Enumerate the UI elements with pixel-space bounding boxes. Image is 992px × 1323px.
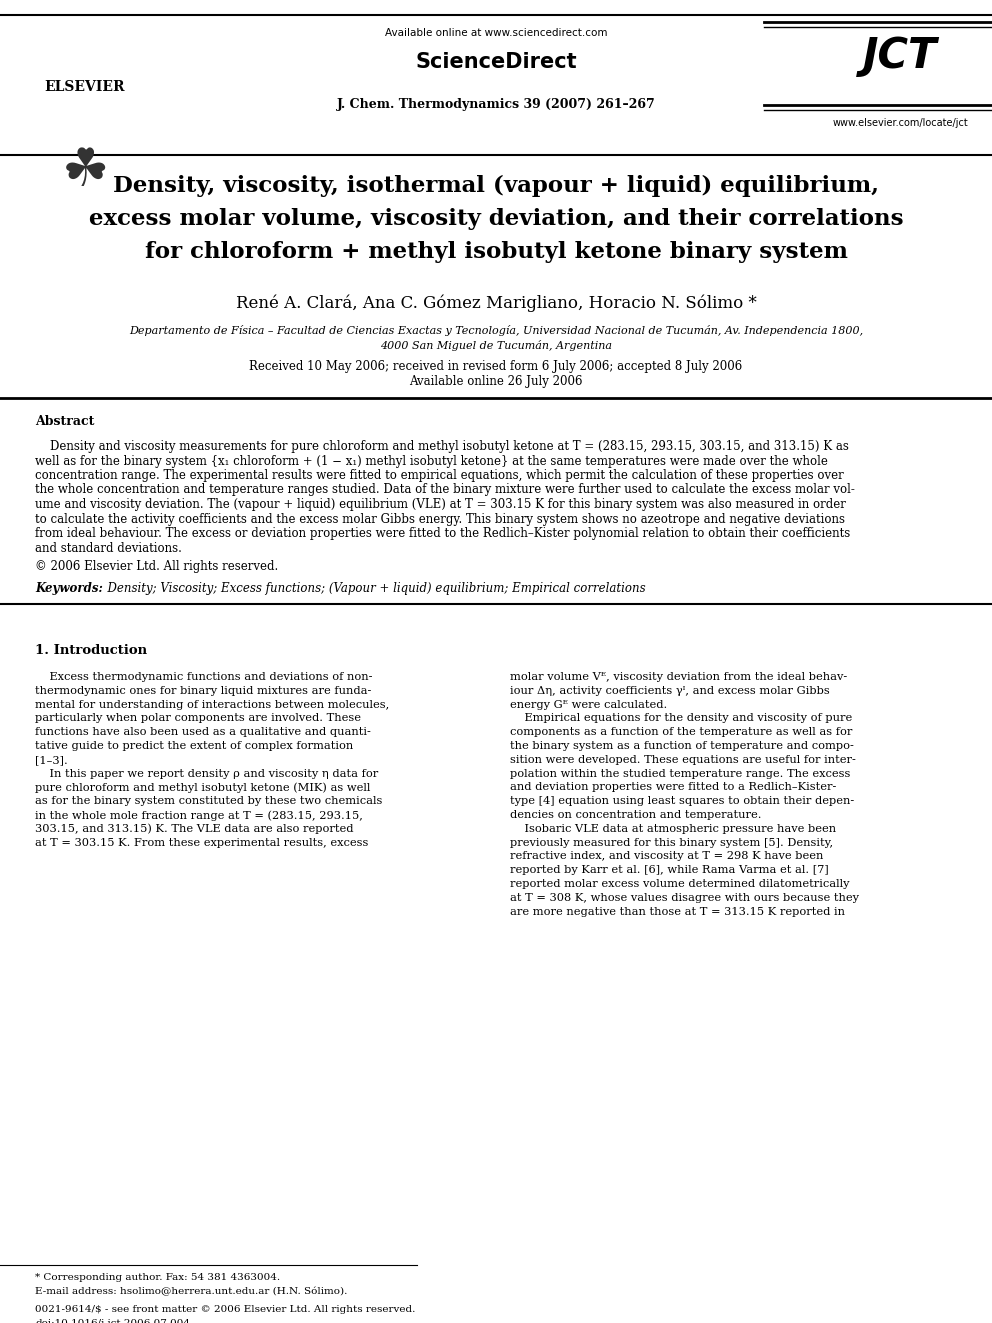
Text: in the whole mole fraction range at T = (283.15, 293.15,: in the whole mole fraction range at T = … — [35, 810, 363, 820]
Text: Isobaric VLE data at atmospheric pressure have been: Isobaric VLE data at atmospheric pressur… — [510, 824, 836, 833]
Text: and deviation properties were fitted to a Redlich–Kister-: and deviation properties were fitted to … — [510, 782, 836, 792]
Text: ELSEVIER: ELSEVIER — [45, 79, 125, 94]
Text: type [4] equation using least squares to obtain their depen-: type [4] equation using least squares to… — [510, 796, 854, 806]
Text: www.elsevier.com/locate/jct: www.elsevier.com/locate/jct — [832, 118, 968, 128]
Text: well as for the binary system {x₁ chloroform + (1 − x₁) methyl isobutyl ketone} : well as for the binary system {x₁ chloro… — [35, 455, 828, 467]
Text: © 2006 Elsevier Ltd. All rights reserved.: © 2006 Elsevier Ltd. All rights reserved… — [35, 560, 278, 573]
Text: for chloroform + methyl isobutyl ketone binary system: for chloroform + methyl isobutyl ketone … — [145, 241, 847, 263]
Text: dencies on concentration and temperature.: dencies on concentration and temperature… — [510, 810, 762, 820]
Text: Density and viscosity measurements for pure chloroform and methyl isobutyl keton: Density and viscosity measurements for p… — [35, 441, 849, 452]
Text: ☘: ☘ — [62, 146, 109, 197]
Text: from ideal behaviour. The excess or deviation properties were fitted to the Redl: from ideal behaviour. The excess or devi… — [35, 527, 850, 540]
Text: molar volume Vᴱ, viscosity deviation from the ideal behav-: molar volume Vᴱ, viscosity deviation fro… — [510, 672, 847, 681]
Text: polation within the studied temperature range. The excess: polation within the studied temperature … — [510, 769, 850, 779]
Text: and standard deviations.: and standard deviations. — [35, 541, 182, 554]
Text: to calculate the activity coefficients and the excess molar Gibbs energy. This b: to calculate the activity coefficients a… — [35, 512, 845, 525]
Text: as for the binary system constituted by these two chemicals: as for the binary system constituted by … — [35, 796, 382, 806]
Text: 0021-9614/$ - see front matter © 2006 Elsevier Ltd. All rights reserved.: 0021-9614/$ - see front matter © 2006 El… — [35, 1304, 416, 1314]
Text: [1–3].: [1–3]. — [35, 755, 67, 765]
Text: iour Δη, activity coefficients γᴵ, and excess molar Gibbs: iour Δη, activity coefficients γᴵ, and e… — [510, 685, 829, 696]
Text: Available online at www.sciencedirect.com: Available online at www.sciencedirect.co… — [385, 28, 607, 38]
Text: Departamento de Física – Facultad de Ciencias Exactas y Tecnología, Universidad : Departamento de Física – Facultad de Cie… — [129, 325, 863, 336]
Text: previously measured for this binary system [5]. Density,: previously measured for this binary syst… — [510, 837, 833, 848]
Text: concentration range. The experimental results were fitted to empirical equations: concentration range. The experimental re… — [35, 468, 844, 482]
Text: are more negative than those at T = 313.15 K reported in: are more negative than those at T = 313.… — [510, 906, 845, 917]
Text: refractive index, and viscosity at T = 298 K have been: refractive index, and viscosity at T = 2… — [510, 852, 823, 861]
Text: JCT: JCT — [863, 34, 937, 77]
Text: at T = 303.15 K. From these experimental results, excess: at T = 303.15 K. From these experimental… — [35, 837, 368, 848]
Text: ume and viscosity deviation. The (vapour + liquid) equilibrium (VLE) at T = 303.: ume and viscosity deviation. The (vapour… — [35, 497, 846, 511]
Text: Excess thermodynamic functions and deviations of non-: Excess thermodynamic functions and devia… — [35, 672, 373, 681]
Text: the whole concentration and temperature ranges studied. Data of the binary mixtu: the whole concentration and temperature … — [35, 483, 855, 496]
Text: components as a function of the temperature as well as for: components as a function of the temperat… — [510, 728, 852, 737]
Text: at T = 308 K, whose values disagree with ours because they: at T = 308 K, whose values disagree with… — [510, 893, 859, 902]
Text: Empirical equations for the density and viscosity of pure: Empirical equations for the density and … — [510, 713, 852, 724]
Text: the binary system as a function of temperature and compo-: the binary system as a function of tempe… — [510, 741, 854, 751]
Text: Received 10 May 2006; received in revised form 6 July 2006; accepted 8 July 2006: Received 10 May 2006; received in revise… — [249, 360, 743, 373]
Text: In this paper we report density ρ and viscosity η data for: In this paper we report density ρ and vi… — [35, 769, 378, 779]
Text: 4000 San Miguel de Tucumán, Argentina: 4000 San Miguel de Tucumán, Argentina — [380, 340, 612, 351]
Text: energy Gᴱ were calculated.: energy Gᴱ were calculated. — [510, 700, 668, 709]
Text: mental for understanding of interactions between molecules,: mental for understanding of interactions… — [35, 700, 389, 709]
Text: 303.15, and 313.15) K. The VLE data are also reported: 303.15, and 313.15) K. The VLE data are … — [35, 824, 353, 835]
Text: thermodynamic ones for binary liquid mixtures are funda-: thermodynamic ones for binary liquid mix… — [35, 685, 371, 696]
Text: tative guide to predict the extent of complex formation: tative guide to predict the extent of co… — [35, 741, 353, 751]
Text: sition were developed. These equations are useful for inter-: sition were developed. These equations a… — [510, 755, 856, 765]
Text: doi:10.1016/j.jct.2006.07.004: doi:10.1016/j.jct.2006.07.004 — [35, 1319, 190, 1323]
Text: functions have also been used as a qualitative and quanti-: functions have also been used as a quali… — [35, 728, 371, 737]
Text: ScienceDirect: ScienceDirect — [416, 52, 576, 71]
Text: reported by Karr et al. [6], while Rama Varma et al. [7]: reported by Karr et al. [6], while Rama … — [510, 865, 828, 876]
Text: pure chloroform and methyl isobutyl ketone (MIK) as well: pure chloroform and methyl isobutyl keto… — [35, 782, 370, 792]
Text: * Corresponding author. Fax: 54 381 4363004.: * Corresponding author. Fax: 54 381 4363… — [35, 1273, 280, 1282]
Text: René A. Clará, Ana C. Gómez Marigliano, Horacio N. Sólimo *: René A. Clará, Ana C. Gómez Marigliano, … — [236, 295, 756, 312]
Text: excess molar volume, viscosity deviation, and their correlations: excess molar volume, viscosity deviation… — [88, 208, 904, 230]
Text: Density; Viscosity; Excess functions; (Vapour + liquid) equilibrium; Empirical c: Density; Viscosity; Excess functions; (V… — [100, 582, 646, 595]
Text: Density, viscosity, isothermal (vapour + liquid) equilibrium,: Density, viscosity, isothermal (vapour +… — [113, 175, 879, 197]
Text: J. Chem. Thermodynamics 39 (2007) 261–267: J. Chem. Thermodynamics 39 (2007) 261–26… — [336, 98, 656, 111]
Text: particularly when polar components are involved. These: particularly when polar components are i… — [35, 713, 361, 724]
Text: Keywords:: Keywords: — [35, 582, 103, 595]
Text: Available online 26 July 2006: Available online 26 July 2006 — [410, 374, 582, 388]
Text: reported molar excess volume determined dilatometrically: reported molar excess volume determined … — [510, 878, 849, 889]
Text: 1. Introduction: 1. Introduction — [35, 644, 147, 658]
Text: E-mail address: hsolimo@herrera.unt.edu.ar (H.N. Sólimo).: E-mail address: hsolimo@herrera.unt.edu.… — [35, 1287, 347, 1297]
Text: Abstract: Abstract — [35, 415, 94, 429]
